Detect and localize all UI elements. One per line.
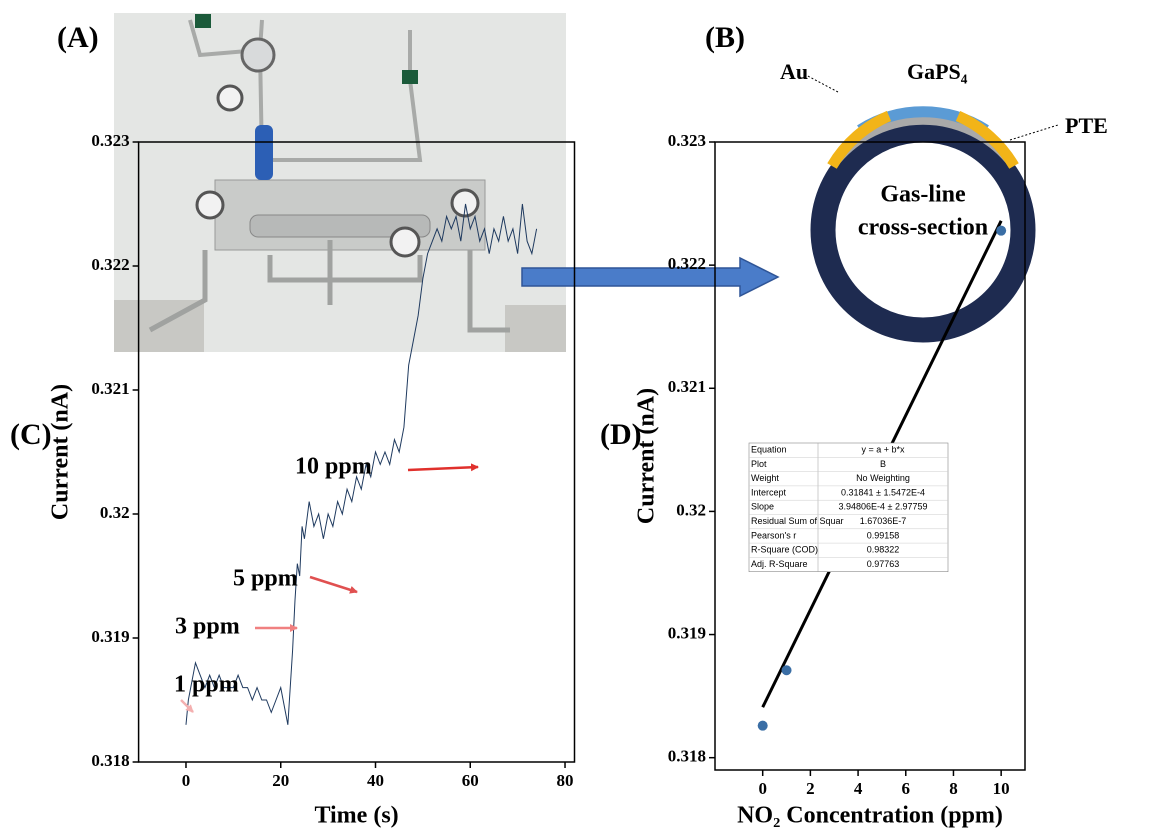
x-axis-title: Time (s) (314, 803, 398, 829)
x-tick-label: 60 (462, 771, 479, 790)
center-label: Gas-line (880, 182, 966, 208)
x-tick-label: 8 (949, 779, 958, 798)
photo-box (505, 305, 566, 352)
fit-table-key: Residual Sum of Squar (751, 516, 844, 526)
fit-table-value: y = a + b*x (861, 445, 905, 455)
y-axis-title: Current (nA) (634, 388, 660, 524)
au-electrode (827, 110, 892, 169)
data-line (185, 203, 538, 725)
diagram: Au GaPS₄ PTE Gas-line cross-section (780, 59, 1108, 343)
plot-frame (714, 141, 1026, 771)
panel-label: (C) (10, 418, 52, 451)
fit-table-key: Intercept (751, 487, 787, 497)
y-tick-label: 0.319 (91, 627, 129, 646)
x-tick-label: 80 (557, 771, 574, 790)
fit-table-key: Slope (751, 502, 774, 512)
y-axis-title: Current (nA) (48, 384, 74, 520)
annotation-arrow (180, 699, 194, 713)
x-axis-title: NO₂ Concentration (ppm) (737, 803, 1003, 829)
photo (114, 13, 566, 352)
y-tick-label: 0.321 (91, 379, 129, 398)
fit-table-key: Pearson's r (751, 530, 796, 540)
photo-gauge (389, 226, 421, 258)
x-tick-label: 10 (993, 779, 1010, 798)
fit-table-value: B (880, 459, 886, 469)
y-tick-label: 0.32 (676, 500, 706, 519)
panel-label: (B) (705, 21, 745, 54)
y-tick-label: 0.323 (91, 131, 129, 150)
y-tick-label: 0.318 (91, 751, 129, 770)
pte-label: PTE (1065, 113, 1108, 138)
photo-gauge (195, 190, 225, 220)
fit-table-key: Weight (751, 473, 779, 483)
fit-table-value: 0.31841 ± 1.5472E-4 (841, 487, 925, 497)
photo-clip (195, 14, 211, 28)
y-tick-label: 0.321 (668, 377, 706, 396)
data-point (757, 720, 768, 731)
data-point (781, 665, 792, 676)
photo-pipe (188, 19, 423, 162)
center-label: cross-section (858, 215, 988, 241)
label-leader (1009, 124, 1059, 141)
x-tick-label: 20 (272, 771, 289, 790)
x-tick-label: 2 (806, 779, 815, 798)
panel-label: (D) (600, 418, 642, 451)
y-tick-label: 0.318 (668, 747, 706, 766)
fit-table-key: Plot (751, 459, 767, 469)
fit-table-value: 1.67036E-7 (860, 516, 907, 526)
fit-table-value: 0.97763 (867, 559, 900, 569)
x-tick-label: 4 (854, 779, 863, 798)
pipe-ring (810, 117, 1036, 343)
au-electrode (955, 110, 1019, 169)
annotation: 5 ppm (233, 566, 298, 592)
photo-clip (402, 70, 418, 84)
photo-gauge (450, 188, 480, 218)
y-tick-label: 0.32 (100, 503, 130, 522)
label-leader (803, 73, 839, 93)
annotation-arrow (309, 575, 358, 594)
fit-table-key: Adj. R-Square (751, 559, 808, 569)
photo-gauge (216, 84, 244, 112)
au-label: Au (780, 59, 808, 84)
x-tick-label: 6 (902, 779, 911, 798)
x-tick-label: 40 (367, 771, 384, 790)
fit-table-value: 3.94806E-4 ± 2.97759 (838, 502, 927, 512)
fit-table-bg (748, 442, 949, 572)
fit-table-value: 0.99158 (867, 530, 900, 540)
fit-table-value: No Weighting (856, 473, 910, 483)
x-tick-label: 0 (758, 779, 767, 798)
photo-pipe (148, 240, 510, 333)
fit-table: Equation y = a + b*x Plot B Weight No Weighti… (748, 442, 949, 572)
annotation: 3 ppm (175, 614, 240, 640)
y-tick-label: 0.322 (668, 254, 706, 273)
annotation-arrow (407, 463, 479, 472)
y-tick-label: 0.322 (91, 255, 129, 274)
photo-valve (255, 125, 273, 180)
x-tick-label: 0 (182, 771, 191, 790)
photo-regulator (240, 37, 276, 73)
y-tick-label: 0.319 (668, 623, 706, 642)
annotation: 10 ppm (295, 454, 372, 480)
data-point (996, 225, 1007, 236)
fit-table-key: R-Square (COD) (751, 545, 818, 555)
fit-table-value: 0.98322 (867, 545, 900, 555)
y-tick-label: 0.323 (668, 131, 706, 150)
plot-frame (137, 141, 576, 763)
annotation: 1 ppm (174, 672, 239, 698)
fit-table-key: Equation (751, 445, 787, 455)
arrow (521, 256, 780, 298)
panel-label: (A) (57, 21, 99, 54)
photo-manifold (249, 214, 431, 238)
gaps-label: GaPS₄ (907, 59, 968, 84)
